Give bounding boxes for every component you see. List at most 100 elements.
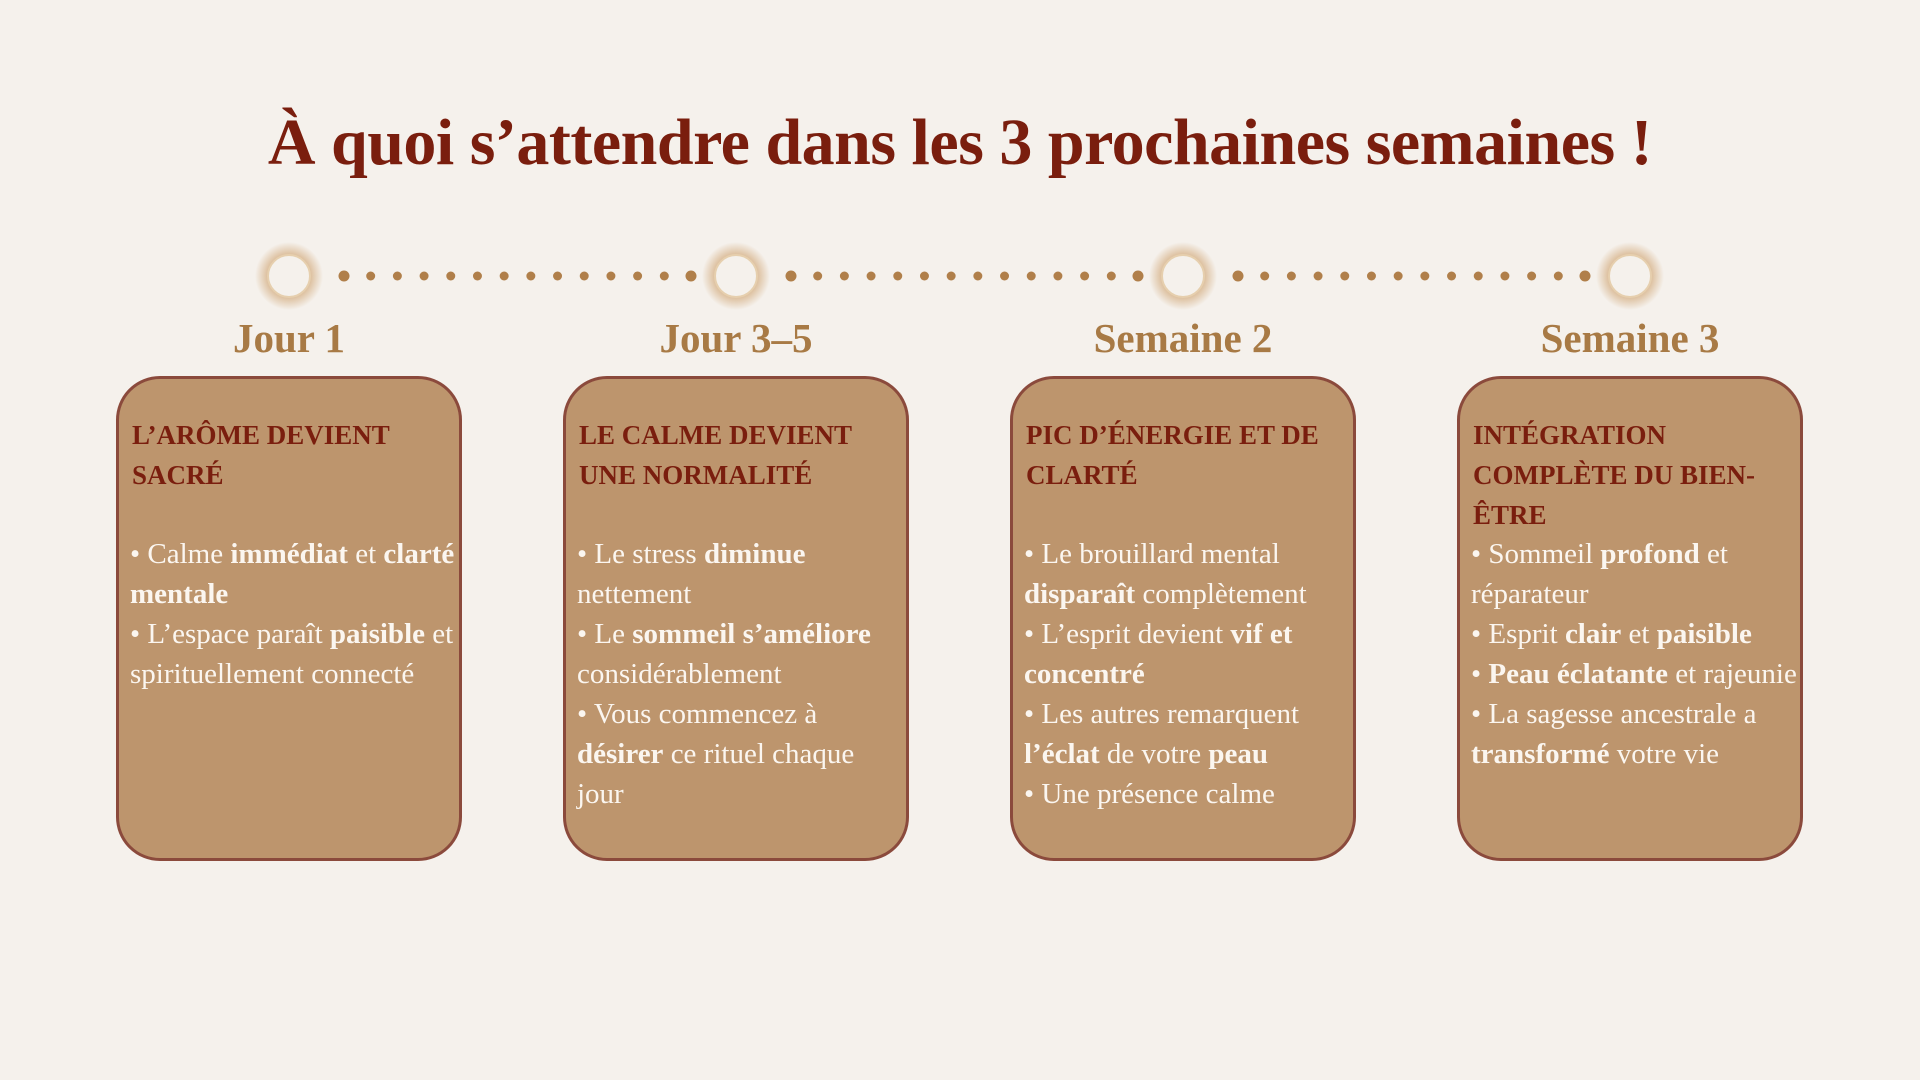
text: et	[1621, 618, 1657, 650]
bold-text: Peau éclatante	[1488, 658, 1668, 690]
timeline-track	[255, 242, 1664, 310]
stage-card: LE CALME DEVIENT UNE NORMALITÉ • Le stres…	[563, 376, 909, 861]
bullet: • L’espace paraît paisible et spirituell…	[130, 614, 457, 694]
bullet: • Les autres remarquent l’éclat de votre…	[1024, 694, 1351, 774]
node	[1608, 254, 1652, 298]
bullet: • Calme immédiat et clarté mentale	[130, 534, 457, 614]
timeline-dot	[659, 271, 669, 281]
timeline-dot	[839, 271, 849, 281]
timeline-dot	[1340, 271, 1350, 281]
text: et spirituellement connecté	[130, 618, 454, 690]
timeline-dot	[392, 271, 402, 281]
bullet: • Une présence calme	[1024, 774, 1351, 814]
bold-text: peau	[1208, 738, 1269, 770]
bold-text: clair	[1564, 618, 1622, 650]
bold-text: vif et concentré	[1024, 618, 1293, 690]
timeline-dot	[526, 271, 536, 281]
bullet: • Le brouillard mental disparaît complèt…	[1024, 534, 1351, 614]
text: • La sagesse ancestrale a	[1471, 698, 1757, 730]
bullet: • Esprit clair et paisible	[1471, 614, 1798, 654]
card-body: • Calme immédiat et clarté mentale • L’es…	[130, 534, 457, 694]
text: •	[1471, 658, 1489, 690]
text: • L’esprit devient	[1024, 618, 1231, 650]
bullet: • La sagesse ancestrale a transformé vot…	[1471, 694, 1798, 774]
bold-text: immédiat	[230, 538, 348, 570]
node	[267, 254, 311, 298]
stage-label: Jour 3–5	[659, 315, 813, 361]
card-body: • Sommeil profond et réparateur • Esprit …	[1471, 534, 1798, 774]
text: • Le	[577, 618, 633, 650]
timeline-dot	[946, 271, 956, 281]
timeline-dot	[419, 271, 429, 281]
card-heading: LE CALME DEVIENT UNE NORMALITÉ	[579, 420, 852, 490]
text: • Calme	[130, 538, 231, 570]
timeline-dot	[606, 271, 616, 281]
timeline-dot	[633, 271, 643, 281]
timeline-dot	[1260, 271, 1270, 281]
bold-text: diminue	[703, 538, 806, 570]
timeline-dot	[1447, 271, 1457, 281]
text: considérablement	[577, 658, 782, 690]
stage-label: Semaine 3	[1540, 315, 1720, 361]
timeline-dot	[1393, 271, 1403, 281]
timeline-dot	[1106, 271, 1116, 281]
timeline-dot	[813, 271, 823, 281]
bullet: • Peau éclatante et rajeunie	[1471, 654, 1798, 694]
text: et	[347, 538, 384, 570]
bold-text: profond	[1600, 538, 1700, 570]
card-body: • Le brouillard mental disparaît complèt…	[1024, 534, 1351, 814]
timeline-dot	[1366, 271, 1376, 281]
card-body: • Le stress diminue nettement • Le sommei…	[577, 534, 904, 814]
timeline-dot	[919, 271, 929, 281]
stage-label: Semaine 2	[1093, 315, 1273, 361]
timeline-dot	[1473, 271, 1483, 281]
timeline-dot	[553, 271, 563, 281]
text: et réparateur	[1471, 538, 1728, 610]
timeline-dot	[1080, 271, 1090, 281]
text: • Le brouillard mental	[1024, 538, 1280, 570]
text: votre vie	[1609, 738, 1720, 770]
stage-card: L’ARÔME DEVIENT SACRÉ • Calme immédiat et…	[116, 376, 462, 861]
node	[714, 254, 758, 298]
text: • Esprit	[1471, 618, 1565, 650]
bullet: • Sommeil profond et réparateur	[1471, 534, 1798, 614]
bullet: • Le stress diminue nettement	[577, 534, 904, 614]
timeline-dot	[1579, 270, 1591, 282]
timeline-dot	[893, 271, 903, 281]
timeline-dot	[1000, 271, 1010, 281]
timeline-dot	[1286, 271, 1296, 281]
bold-text: sommeil s’améliore	[632, 618, 871, 650]
bold-text: l’éclat	[1024, 738, 1100, 770]
timeline-dot	[579, 271, 589, 281]
timeline-dot	[1420, 271, 1430, 281]
stage-card: INTÉGRATION COMPLÈTE DU BIEN-ÊTRE • Somme…	[1457, 376, 1803, 861]
bold-text: disparaît	[1024, 578, 1136, 610]
timeline-dot	[1527, 271, 1537, 281]
timeline-dot	[1132, 270, 1144, 282]
bullet: • L’esprit devient vif et concentré	[1024, 614, 1351, 694]
bold-text: désirer	[577, 738, 664, 770]
bullet: • Vous commencez à désirer ce rituel cha…	[577, 694, 904, 814]
timeline-dot	[1553, 271, 1563, 281]
timeline-dot	[866, 271, 876, 281]
bold-text: transformé	[1471, 738, 1610, 770]
card-heading: INTÉGRATION COMPLÈTE DU BIEN-ÊTRE	[1473, 420, 1756, 530]
card-heading: L’ARÔME DEVIENT SACRÉ	[132, 420, 390, 490]
text: • L’espace paraît	[130, 618, 330, 650]
text: • Sommeil	[1471, 538, 1601, 570]
text: et rajeunie	[1668, 658, 1797, 690]
stage-card: PIC D’ÉNERGIE ET DE CLARTÉ • Le brouillar…	[1010, 376, 1356, 861]
node	[1161, 254, 1205, 298]
timeline-dot	[685, 270, 697, 282]
stage-label: Jour 1	[232, 315, 345, 361]
timeline-dot	[973, 271, 983, 281]
timeline-dot	[472, 271, 482, 281]
timeline-dot	[1500, 271, 1510, 281]
text: • Vous commencez à	[577, 698, 818, 730]
bold-text: clarté mentale	[130, 538, 455, 610]
timeline-dot	[499, 271, 509, 281]
timeline-dot	[446, 271, 456, 281]
timeline-dot	[1232, 270, 1244, 282]
